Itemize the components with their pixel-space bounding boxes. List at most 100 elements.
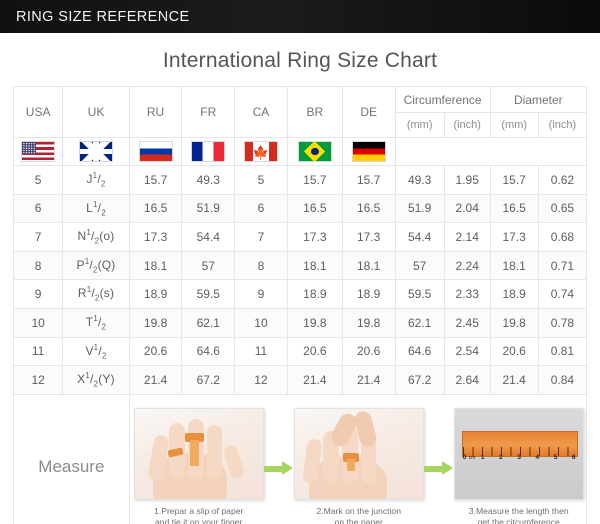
measure-step-3: 0 cm 1 2 3 4 5 6 3.Measure the length then get …: [453, 407, 584, 524]
ruler-mark: 4: [535, 454, 540, 462]
cell-circumference-inch: 2.04: [443, 193, 491, 224]
ring-size-table: USA UK RU FR CA BR DE Circumference Diam…: [12, 86, 588, 524]
cell-fr: 57: [181, 250, 236, 281]
cell-circumference-mm: 67.2: [394, 365, 445, 395]
cell-circumference-inch: 2.24: [443, 250, 491, 281]
cell-ca: 6: [234, 193, 288, 224]
cell-ru: 21.4: [128, 365, 183, 395]
cell-diameter-inch: 0.71: [537, 250, 588, 281]
cell-br: 18.1: [286, 250, 343, 281]
col-header-usa: USA: [12, 86, 64, 138]
ruler-graphic: [461, 430, 578, 457]
usa-flag-icon: [21, 141, 56, 162]
step-3-caption-line2: get the citcumference: [477, 517, 560, 524]
subheader-circumference-inch: (inch): [443, 112, 491, 138]
col-header-uk: UK: [62, 86, 130, 138]
cell-de: 21.4: [341, 365, 396, 395]
cell-uk: R1/2(s): [62, 279, 130, 309]
page-header-bar: RING SIZE REFERENCE: [0, 0, 600, 33]
cell-ru: 18.1: [128, 250, 183, 281]
subheader-circumference-mm: (mm): [394, 112, 445, 138]
cell-circumference-mm: 54.4: [394, 222, 445, 252]
cell-uk: V1/2: [62, 336, 130, 367]
cell-uk: N1/2(o): [62, 222, 130, 252]
cell-circumference-inch: 2.64: [443, 365, 491, 395]
cell-ru: 17.3: [128, 222, 183, 252]
cell-de: 20.6: [341, 336, 396, 367]
ruler-mark: 3: [517, 454, 521, 462]
cell-ru: 18.9: [128, 279, 183, 309]
cell-ca: 9: [234, 279, 288, 309]
cell-uk: P1/2(Q): [62, 250, 130, 281]
measure-label-cell: Measure: [13, 393, 130, 524]
cell-fr: 64.6: [181, 336, 236, 367]
cell-br: 17.3: [286, 222, 343, 252]
cell-diameter-mm: 16.5: [489, 193, 539, 224]
cell-br: 18.9: [286, 279, 343, 309]
table-row: 8 P1/2(Q) 18.1 57 8 18.1 18.1 57 2.24 18.1 0.71: [12, 250, 588, 281]
step-1-caption-line2: and tie it on your finger: [155, 517, 243, 524]
measure-steps: 1.Prepar a slip of paper and tie it on y…: [130, 395, 586, 524]
cell-fr: 51.9: [181, 193, 236, 224]
arrow-step1-to-step2-icon: [263, 461, 294, 476]
cell-diameter-mm: 19.8: [489, 307, 539, 338]
cell-de: 17.3: [341, 222, 396, 252]
cell-diameter-mm: 18.9: [489, 279, 539, 309]
cell-uk: L1/2: [62, 193, 130, 224]
table-row: 11 V1/2 20.6 64.6 11 20.6 20.6 64.6 2.54 20.6 0.81: [12, 336, 588, 367]
cell-circumference-inch: 1.95: [443, 165, 491, 195]
step-2-caption-line1: 2.Mark on the junction: [316, 505, 401, 516]
cell-circumference-inch: 2.14: [443, 222, 491, 252]
cell-fr: 62.1: [181, 307, 236, 338]
col-header-de: DE: [341, 86, 396, 138]
flag-cell-de: [341, 137, 396, 166]
cell-de: 15.7: [341, 165, 396, 195]
cell-circumference-mm: 64.6: [394, 336, 445, 367]
ruler-mark: cm: [468, 454, 476, 461]
cell-circumference-mm: 57: [394, 250, 445, 281]
cell-circumference-mm: 51.9: [394, 193, 445, 224]
cell-ru: 15.7: [128, 165, 183, 195]
ruler-mark: 1: [480, 454, 485, 462]
cell-circumference-inch: 2.33: [443, 279, 491, 309]
cell-diameter-inch: 0.65: [537, 193, 588, 224]
table-row: 5 J1/2 15.7 49.3 5 15.7 15.7 49.3 1.95 15.7 0.62: [12, 165, 588, 195]
table-row: 6 L1/2 16.5 51.9 6 16.5 16.5 51.9 2.04 16.5 0.65: [12, 193, 588, 224]
step-3-photo: 0 cm 1 2 3 4 5 6: [453, 407, 584, 500]
page-header-title: RING SIZE REFERENCE: [16, 8, 190, 25]
cell-ca: 12: [234, 365, 288, 395]
flag-row-spacer: [394, 137, 588, 166]
cell-uk: J1/2: [62, 165, 130, 195]
step-2-photo: [293, 407, 424, 500]
cell-diameter-inch: 0.78: [537, 307, 588, 338]
cell-diameter-mm: 15.7: [489, 165, 539, 195]
ruler-mark: 6: [571, 454, 576, 462]
cell-diameter-inch: 0.84: [537, 365, 588, 395]
cell-ru: 19.8: [128, 307, 183, 338]
cell-ca: 7: [234, 222, 288, 252]
flag-cell-br: [286, 137, 343, 166]
cell-br: 19.8: [286, 307, 343, 338]
france-flag-icon: [191, 141, 226, 162]
cell-br: 15.7: [286, 165, 343, 195]
cell-usa: 12: [12, 365, 64, 395]
col-header-circumference: Circumference: [394, 86, 491, 113]
cell-diameter-mm: 17.3: [489, 222, 539, 252]
cell-br: 21.4: [286, 365, 343, 395]
ruler-mark: 5: [553, 454, 558, 462]
arrow-step2-to-step3-icon: [423, 461, 454, 476]
table-row: 7 N1/2(o) 17.3 54.4 7 17.3 17.3 54.4 2.14 17.3 0.6…: [12, 222, 588, 252]
cell-fr: 49.3: [181, 165, 236, 195]
cell-usa: 7: [12, 222, 64, 252]
flag-cell-ca: 🍁: [234, 137, 288, 166]
cell-usa: 8: [12, 250, 64, 281]
step-3-caption-line1: 3.Measure the length then: [468, 505, 569, 516]
canada-flag-icon: 🍁: [243, 141, 278, 162]
cell-diameter-inch: 0.62: [537, 165, 588, 195]
subheader-diameter-inch: (inch): [537, 112, 588, 138]
cell-circumference-inch: 2.45: [443, 307, 491, 338]
germany-flag-icon: [351, 141, 386, 162]
col-header-diameter: Diameter: [489, 86, 588, 113]
measure-row: Measure: [13, 393, 588, 524]
